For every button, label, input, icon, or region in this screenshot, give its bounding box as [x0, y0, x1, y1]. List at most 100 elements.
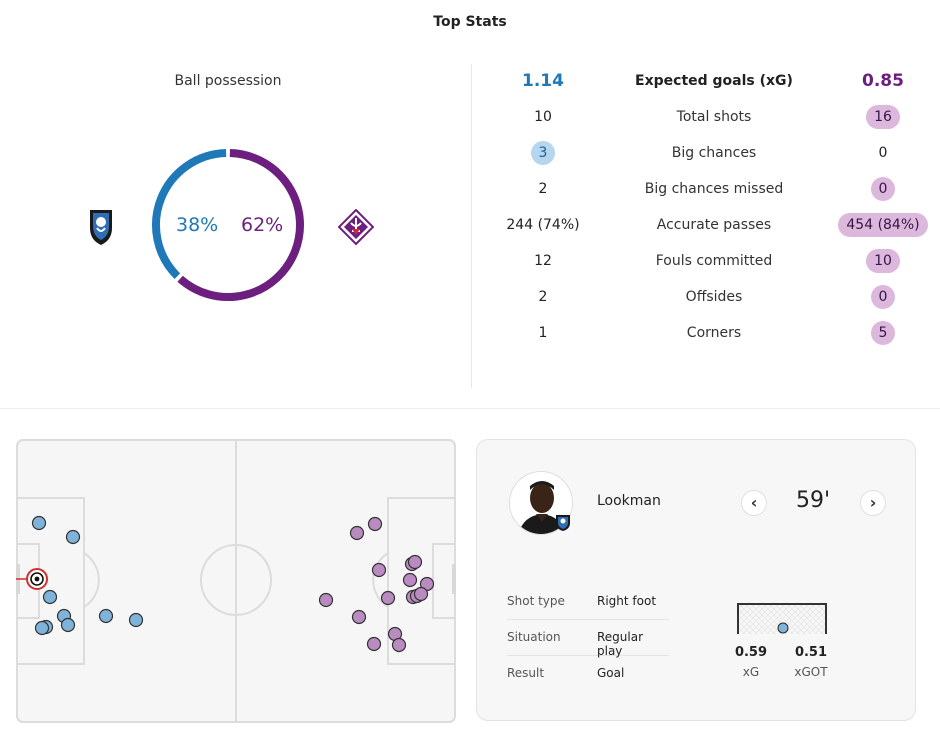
- stat-row: 1.14 Expected goals (xG) 0.85: [490, 68, 935, 94]
- away-shot-marker[interactable]: [351, 609, 367, 625]
- home-shot-marker[interactable]: [65, 529, 81, 545]
- home-shot-marker[interactable]: [98, 608, 114, 624]
- home-possession-pct: 38%: [176, 214, 219, 236]
- stat-away-value: 0.85: [830, 68, 936, 94]
- stat-home-text: 3: [531, 141, 555, 165]
- shot-map: [16, 439, 456, 723]
- away-shot-marker[interactable]: [371, 562, 387, 578]
- stat-home-value: 10: [490, 104, 596, 130]
- shot-location-dot: [777, 622, 789, 634]
- stat-row: 244 (74%) Accurate passes 454 (84%): [490, 212, 935, 238]
- stat-away-text: 0: [870, 177, 896, 201]
- away-shot-marker[interactable]: [349, 525, 365, 541]
- detail-key: Result: [507, 666, 545, 680]
- stat-label: Accurate passes: [656, 217, 772, 233]
- away-shot-marker[interactable]: [380, 590, 396, 606]
- possession-arc-home: [152, 149, 227, 280]
- previous-shot-button[interactable]: ‹: [741, 490, 767, 516]
- detail-row-situation: Situation Regular play: [507, 620, 669, 658]
- goal-frame: [737, 603, 827, 634]
- away-possession-pct: 62%: [241, 214, 284, 236]
- stat-label: Offsides: [685, 289, 743, 305]
- xgot-label: xGOT: [794, 665, 828, 679]
- detail-key: Situation: [507, 630, 561, 644]
- xg-label: xG: [742, 665, 760, 679]
- stat-away-value: 10: [830, 248, 936, 274]
- stat-row: 3 Big chances 0: [490, 140, 935, 166]
- xg-value: 0.59: [734, 645, 768, 660]
- detail-row-result: Result Goal: [507, 656, 669, 692]
- stat-away-text: 454 (84%): [838, 213, 928, 237]
- xgot-value: 0.51: [794, 645, 828, 660]
- shot-minute: 59': [795, 488, 831, 513]
- stat-row: 2 Offsides 0: [490, 284, 935, 310]
- stat-home-text: 12: [534, 253, 552, 269]
- next-shot-button[interactable]: ›: [860, 490, 886, 516]
- away-shot-marker[interactable]: [366, 636, 382, 652]
- stat-home-text: 1: [538, 325, 548, 341]
- stat-row: 10 Total shots 16: [490, 104, 935, 130]
- stat-away-value: 16: [830, 104, 936, 130]
- possession-arc-away: [177, 149, 304, 301]
- away-shot-marker[interactable]: [407, 554, 423, 570]
- goal-icon[interactable]: [26, 568, 48, 590]
- stat-home-value: 3: [490, 140, 596, 166]
- stat-label: Big chances missed: [644, 181, 784, 197]
- atalanta-crest-icon[interactable]: [88, 208, 114, 246]
- stat-away-value: 0: [830, 284, 936, 310]
- stat-row: 12 Fouls committed 10: [490, 248, 935, 274]
- stat-home-text: 1.14: [522, 71, 564, 91]
- player-name[interactable]: Lookman: [597, 493, 661, 509]
- detail-row-shot-type: Shot type Right foot: [507, 584, 669, 620]
- stat-home-value: 12: [490, 248, 596, 274]
- home-shot-marker[interactable]: [42, 589, 58, 605]
- away-shot-marker[interactable]: [318, 592, 334, 608]
- stat-away-value: 5: [830, 320, 936, 346]
- stat-home-text: 2: [538, 181, 548, 197]
- away-shot-marker[interactable]: [391, 637, 407, 653]
- stat-home-text: 10: [534, 109, 552, 125]
- stat-home-value: 244 (74%): [490, 212, 596, 238]
- stat-label: Expected goals (xG): [635, 73, 793, 89]
- stat-home-text: 244 (74%): [506, 217, 580, 233]
- stat-label: Total shots: [676, 109, 752, 125]
- away-shot-marker[interactable]: [413, 586, 429, 602]
- atalanta-badge-icon: [556, 515, 570, 531]
- page-title: Top Stats: [433, 14, 507, 30]
- chevron-left-icon: ‹: [750, 493, 758, 512]
- away-shot-marker[interactable]: [367, 516, 383, 532]
- possession-label: Ball possession: [174, 73, 282, 89]
- stat-away-text: 0: [870, 285, 896, 309]
- detail-key: Shot type: [507, 594, 565, 608]
- stat-away-text: 10: [866, 249, 900, 273]
- stat-away-text: 16: [866, 105, 900, 129]
- stat-away-text: 0.85: [862, 71, 904, 91]
- section-divider: [0, 408, 940, 409]
- away-shot-marker[interactable]: [402, 572, 418, 588]
- home-shot-marker[interactable]: [34, 620, 50, 636]
- stats-divider: [471, 64, 472, 388]
- stat-home-value: 2: [490, 284, 596, 310]
- detail-value: Regular play: [597, 630, 644, 658]
- stat-away-value: 454 (84%): [830, 212, 936, 238]
- stat-row: 1 Corners 5: [490, 320, 935, 346]
- stat-label: Big chances: [671, 145, 757, 161]
- stat-label: Fouls committed: [655, 253, 773, 269]
- stat-away-text: 5: [870, 321, 896, 345]
- stat-away-value: 0: [830, 176, 936, 202]
- detail-value: Goal: [597, 666, 625, 680]
- fiorentina-crest-icon[interactable]: [338, 209, 374, 245]
- stat-home-value: 1: [490, 320, 596, 346]
- stat-home-value: 2: [490, 176, 596, 202]
- possession-donut: [152, 149, 304, 301]
- home-shot-marker[interactable]: [128, 612, 144, 628]
- detail-value: Right foot: [597, 594, 657, 608]
- stat-home-value: 1.14: [490, 68, 596, 94]
- stat-row: 2 Big chances missed 0: [490, 176, 935, 202]
- home-shot-marker[interactable]: [60, 617, 76, 633]
- home-shot-marker[interactable]: [31, 515, 47, 531]
- stat-away-text: 0: [878, 145, 888, 161]
- stat-away-value: 0: [830, 140, 936, 166]
- avatar: [509, 471, 573, 535]
- shot-detail-card: Lookman ‹ 59' › Shot type Right foot Sit…: [476, 439, 916, 721]
